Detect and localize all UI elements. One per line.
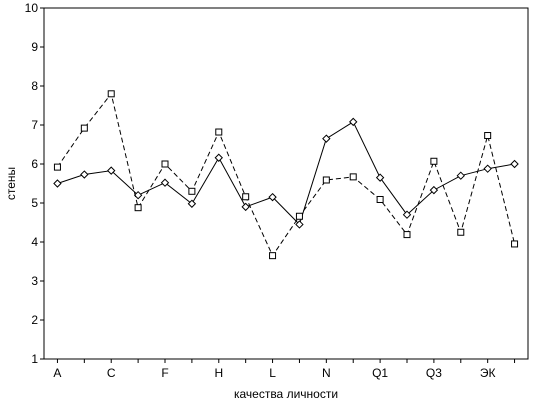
- data-point-diamond: [160, 178, 170, 187]
- y-tick-label: 8: [31, 79, 38, 93]
- plot-border: [43, 7, 529, 360]
- data-point-square: [107, 90, 115, 98]
- data-point-square: [430, 157, 438, 165]
- y-tick-label: 7: [31, 118, 38, 132]
- data-point-square: [242, 193, 250, 201]
- data-point-diamond: [429, 185, 439, 195]
- x-tick-label: F: [161, 366, 168, 380]
- data-point-diamond: [107, 166, 116, 175]
- data-point-square: [376, 195, 384, 203]
- plot-background: [44, 8, 528, 359]
- data-point-diamond: [241, 202, 250, 212]
- data-point-square: [269, 252, 277, 260]
- data-point-diamond: [214, 153, 223, 162]
- data-point-diamond: [295, 220, 304, 229]
- series-group: [53, 90, 519, 260]
- data-point-diamond: [349, 117, 358, 127]
- data-point-square: [134, 204, 142, 212]
- data-point-diamond: [322, 134, 331, 143]
- x-tick-label: L: [269, 366, 276, 380]
- y-tick-label: 9: [31, 40, 38, 54]
- data-point-diamond: [456, 171, 465, 180]
- x-tick-label: H: [214, 366, 223, 380]
- data-point-square: [457, 228, 465, 236]
- data-point-square: [322, 176, 330, 184]
- data-point-square: [295, 212, 303, 220]
- x-tick-label: C: [107, 366, 116, 380]
- x-tick-label: ЭК: [480, 366, 496, 380]
- data-point-square: [53, 163, 61, 171]
- data-point-diamond: [133, 190, 143, 200]
- data-point-diamond: [268, 192, 277, 202]
- data-point-square: [349, 173, 357, 181]
- y-tick-label: 10: [25, 1, 39, 15]
- y-tick-label: 6: [31, 157, 38, 171]
- data-point-square: [215, 128, 223, 136]
- plot-frame: [43, 7, 529, 360]
- data-point-diamond: [375, 173, 385, 182]
- y-tick-label: 1: [31, 352, 38, 366]
- y-tick-label: 5: [31, 196, 38, 210]
- y-axis-ticks: 1 2 3 4 5 6 7 8 9 10: [25, 1, 44, 366]
- data-point-diamond: [510, 159, 519, 169]
- series-2: [53, 90, 519, 260]
- data-point-diamond: [187, 199, 197, 208]
- data-point-square: [511, 240, 519, 248]
- data-point-diamond: [483, 164, 492, 173]
- x-axis-title: качества личности: [234, 387, 338, 401]
- data-point-square: [484, 132, 492, 140]
- data-point-square: [161, 160, 169, 168]
- data-point-square: [188, 187, 196, 195]
- series-1: [53, 117, 519, 229]
- data-point-square: [80, 124, 88, 132]
- series-2-line: [56, 92, 516, 257]
- y-tick-label: 2: [31, 313, 38, 327]
- x-tick-label: Q3: [426, 366, 442, 380]
- data-point-diamond: [402, 210, 412, 219]
- series-1-line: [57, 121, 515, 226]
- data-point-diamond: [80, 170, 89, 179]
- data-point-diamond: [53, 179, 62, 188]
- y-tick-label: 3: [31, 274, 38, 288]
- data-point-square: [403, 231, 411, 239]
- x-axis-ticks: A C F H L N Q1 Q3 ЭК: [53, 359, 516, 380]
- x-tick-label: Q1: [372, 366, 388, 380]
- x-tick-label: N: [322, 366, 331, 380]
- x-tick-label: A: [53, 366, 61, 380]
- y-tick-label: 4: [31, 235, 38, 249]
- y-axis-title: стены: [4, 167, 18, 200]
